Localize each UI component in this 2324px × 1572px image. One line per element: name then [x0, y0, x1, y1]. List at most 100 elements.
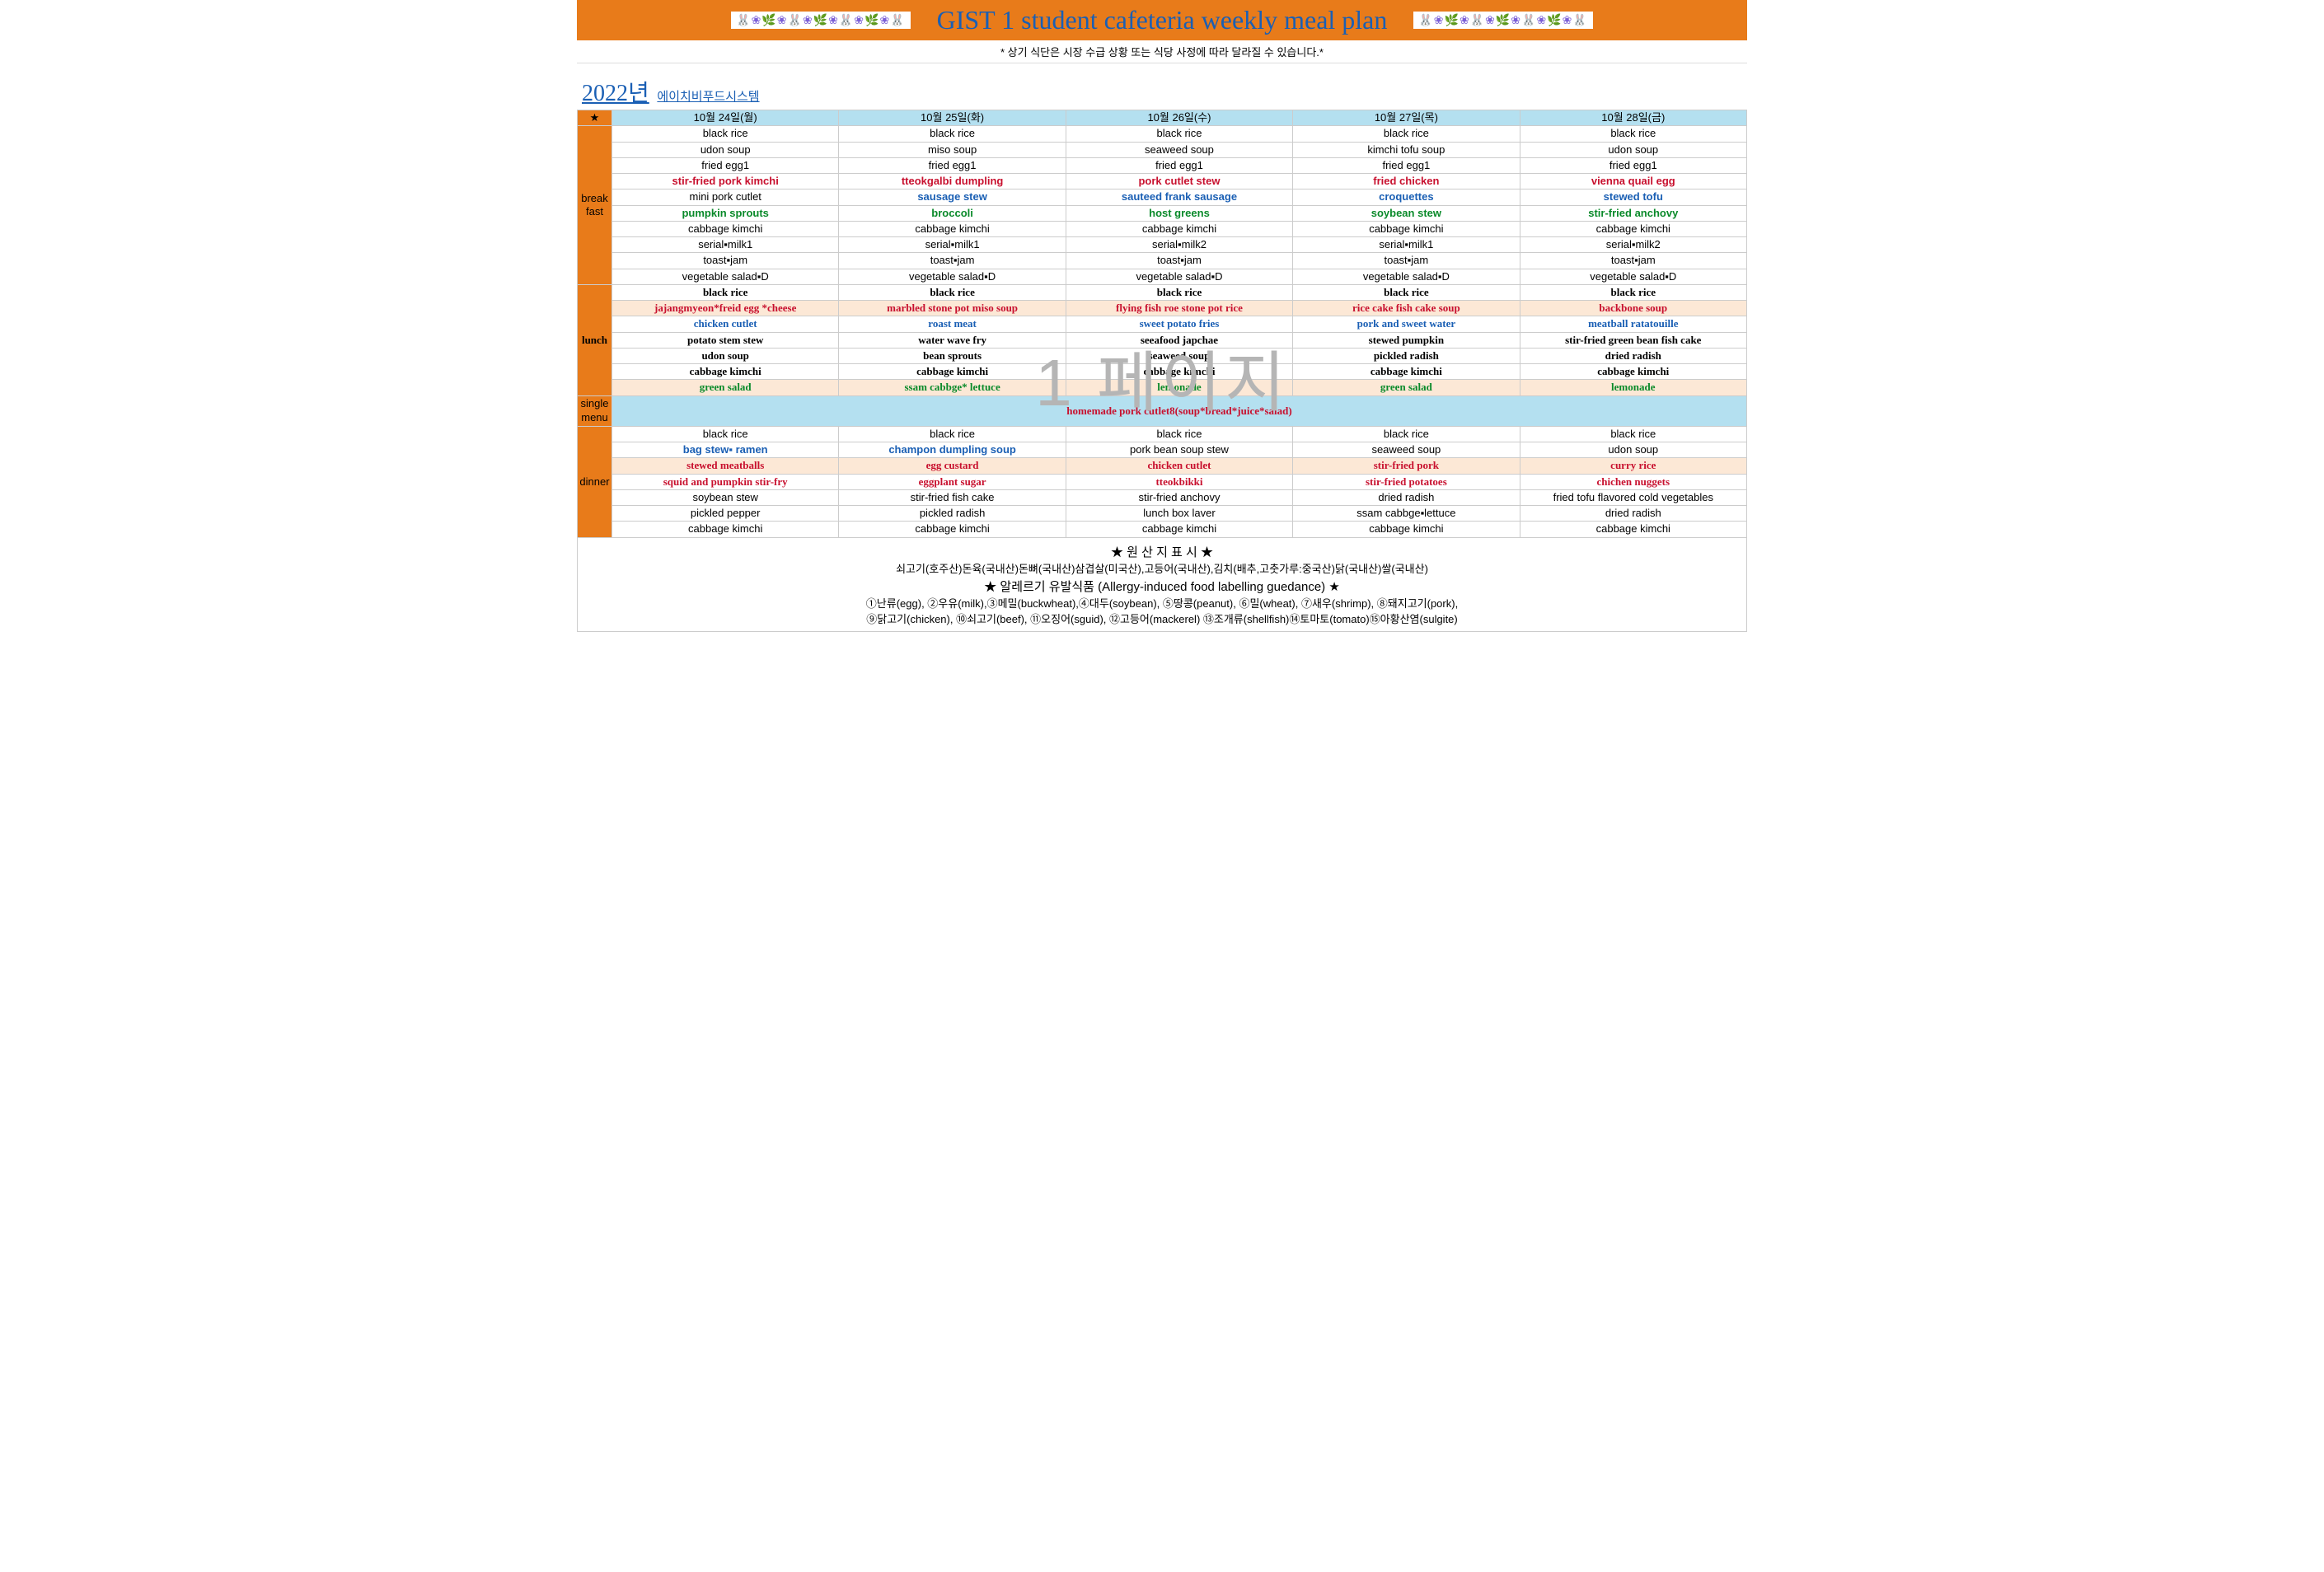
meal-cell: serial▪milk2: [1520, 237, 1746, 253]
meal-cell: black rice: [612, 426, 839, 442]
meal-cell: black rice: [1520, 126, 1746, 142]
meal-cell: udon soup: [612, 348, 839, 363]
meal-cell: serial▪milk1: [839, 237, 1066, 253]
meal-cell: backbone soup: [1520, 301, 1746, 316]
meal-cell: miso soup: [839, 142, 1066, 157]
meal-cell: black rice: [1066, 284, 1292, 300]
meal-table: ★10월 24일(월)10월 25일(화)10월 26일(수)10월 27일(목…: [577, 110, 1747, 538]
meal-cell: seaweed soup: [1066, 348, 1292, 363]
dinner-label: dinner: [578, 426, 612, 537]
meal-cell: stewed pumpkin: [1293, 332, 1520, 348]
meal-cell: black rice: [1066, 126, 1292, 142]
meal-cell: pork bean soup stew: [1066, 442, 1292, 458]
meal-cell: lemonade: [1066, 380, 1292, 395]
meal-cell: stir-fried pork kimchi: [612, 174, 839, 189]
meal-cell: cabbage kimchi: [1293, 364, 1520, 380]
meal-cell: toast▪jam: [1066, 253, 1292, 269]
meal-cell: black rice: [839, 126, 1066, 142]
meal-cell: curry rice: [1520, 458, 1746, 474]
meal-cell: cabbage kimchi: [1066, 522, 1292, 537]
meal-cell: kimchi tofu soup: [1293, 142, 1520, 157]
day-header: 10월 24일(월): [612, 110, 839, 126]
meal-cell: black rice: [1293, 284, 1520, 300]
year-line: 2022년 에이치비푸드시스템: [577, 63, 1747, 110]
meal-cell: dried radish: [1293, 489, 1520, 505]
meal-cell: cabbage kimchi: [1520, 364, 1746, 380]
meal-cell: tteokbikki: [1066, 474, 1292, 489]
notice-text: * 상기 식단은 시장 수급 상황 또는 식당 사정에 따라 달라질 수 있습니…: [577, 40, 1747, 63]
meal-cell: fried egg1: [1293, 157, 1520, 173]
meal-cell: stir-fried green bean fish cake: [1520, 332, 1746, 348]
meal-cell: jajangmyeon*freid egg *cheese: [612, 301, 839, 316]
meal-cell: udon soup: [612, 142, 839, 157]
meal-cell: water wave fry: [839, 332, 1066, 348]
header-bar: 🐰❀🌿❀🐰❀🌿❀🐰❀🌿❀🐰 GIST 1 student cafeteria w…: [577, 0, 1747, 40]
allergy-heading: ★ 알레르기 유발식품 (Allergy-induced food labell…: [578, 578, 1746, 595]
meal-cell: tteokgalbi dumpling: [839, 174, 1066, 189]
meal-cell: egg custard: [839, 458, 1066, 474]
meal-cell: cabbage kimchi: [1066, 221, 1292, 236]
meal-cell: ssam cabbge* lettuce: [839, 380, 1066, 395]
day-header: 10월 25일(화): [839, 110, 1066, 126]
meal-cell: vegetable salad▪D: [1066, 269, 1292, 284]
meal-cell: black rice: [612, 284, 839, 300]
meal-cell: dried radish: [1520, 506, 1746, 522]
meal-cell: cabbage kimchi: [1066, 364, 1292, 380]
meal-cell: black rice: [839, 426, 1066, 442]
meal-cell: chicken cutlet: [612, 316, 839, 332]
meal-cell: vegetable salad▪D: [1520, 269, 1746, 284]
meal-cell: serial▪milk2: [1066, 237, 1292, 253]
meal-cell: sweet potato fries: [1066, 316, 1292, 332]
star-cell: ★: [578, 110, 612, 126]
allergy-line-2: ⑨닭고기(chicken), ⑩쇠고기(beef), ⑪오징어(sguid), …: [578, 611, 1746, 626]
meal-cell: bag stew▪ ramen: [612, 442, 839, 458]
meal-cell: green salad: [612, 380, 839, 395]
day-header: 10월 26일(수): [1066, 110, 1292, 126]
meal-cell: chichen nuggets: [1520, 474, 1746, 489]
meal-cell: lemonade: [1520, 380, 1746, 395]
meal-cell: black rice: [1520, 284, 1746, 300]
meal-cell: black rice: [839, 284, 1066, 300]
meal-cell: stir-fried potatoes: [1293, 474, 1520, 489]
meal-cell: vegetable salad▪D: [612, 269, 839, 284]
header-deco-right: 🐰❀🌿❀🐰❀🌿❀🐰❀🌿❀🐰: [1413, 12, 1592, 29]
meal-cell: rice cake fish cake soup: [1293, 301, 1520, 316]
meal-cell: black rice: [612, 126, 839, 142]
meal-cell: stir-fried fish cake: [839, 489, 1066, 505]
meal-cell: serial▪milk1: [1293, 237, 1520, 253]
meal-plan-page: 🐰❀🌿❀🐰❀🌿❀🐰❀🌿❀🐰 GIST 1 student cafeteria w…: [577, 0, 1747, 632]
meal-cell: cabbage kimchi: [612, 364, 839, 380]
meal-cell: toast▪jam: [1520, 253, 1746, 269]
meal-cell: cabbage kimchi: [839, 221, 1066, 236]
meal-cell: mini pork cutlet: [612, 189, 839, 205]
meal-cell: potato stem stew: [612, 332, 839, 348]
meal-cell: cabbage kimchi: [612, 221, 839, 236]
meal-cell: pickled radish: [1293, 348, 1520, 363]
allergy-line-1: ①난류(egg), ②우유(milk),③메밀(buckwheat),④대두(s…: [578, 595, 1746, 611]
meal-cell: marbled stone pot miso soup: [839, 301, 1066, 316]
meal-cell: cabbage kimchi: [839, 522, 1066, 537]
meal-cell: seaweed soup: [1066, 142, 1292, 157]
meal-cell: stir-fried anchovy: [1520, 205, 1746, 221]
meal-cell: cabbage kimchi: [1293, 221, 1520, 236]
meal-cell: cabbage kimchi: [1293, 522, 1520, 537]
meal-cell: broccoli: [839, 205, 1066, 221]
meal-cell: roast meat: [839, 316, 1066, 332]
header-deco-left: 🐰❀🌿❀🐰❀🌿❀🐰❀🌿❀🐰: [731, 12, 910, 29]
meal-cell: green salad: [1293, 380, 1520, 395]
single-menu-cell: homemade pork cutlet8(soup*bread*juice*s…: [612, 395, 1747, 426]
meal-cell: serial▪milk1: [612, 237, 839, 253]
meal-cell: pork and sweet water: [1293, 316, 1520, 332]
meal-cell: sauteed frank sausage: [1066, 189, 1292, 205]
day-header: 10월 28일(금): [1520, 110, 1746, 126]
meal-cell: stir-fried anchovy: [1066, 489, 1292, 505]
subhead-label: 에이치비푸드시스템: [657, 90, 759, 104]
meal-cell: lunch box laver: [1066, 506, 1292, 522]
meal-cell: stewed meatballs: [612, 458, 839, 474]
meal-cell: pork cutlet stew: [1066, 174, 1292, 189]
meal-cell: udon soup: [1520, 442, 1746, 458]
meal-cell: vienna quail egg: [1520, 174, 1746, 189]
meal-cell: toast▪jam: [1293, 253, 1520, 269]
meal-cell: dried radish: [1520, 348, 1746, 363]
meal-cell: soybean stew: [612, 489, 839, 505]
